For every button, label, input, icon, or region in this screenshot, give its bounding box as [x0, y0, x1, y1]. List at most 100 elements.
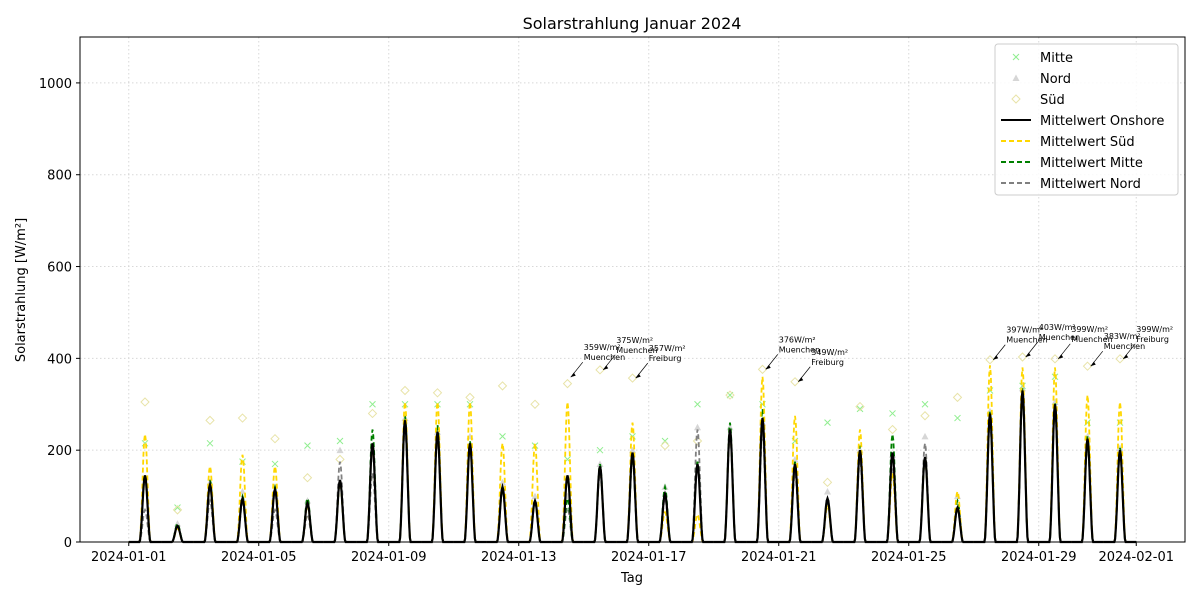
annotation-value: 376W/m²: [779, 335, 816, 344]
line-segment: [681, 429, 714, 543]
legend: Mitte Nord Süd Mittelwert Onshore Mittelwert…: [994, 43, 1179, 196]
scatter-point: [1116, 444, 1124, 451]
scatter-point: [889, 410, 896, 417]
line-segment: [453, 443, 487, 544]
line-segment: [778, 472, 812, 543]
annotation-value: 403W/m²: [1039, 323, 1076, 332]
line-segment: [1103, 452, 1137, 543]
scatter-point: [757, 364, 768, 375]
line-segment: [1103, 447, 1137, 543]
line-segment: [356, 472, 389, 543]
line-segment: [323, 482, 357, 543]
line-segment: [1071, 395, 1104, 543]
line-segment: [681, 463, 714, 544]
scatter-point: [237, 413, 248, 423]
annotation-value: 349W/m²: [811, 348, 848, 357]
line-segment: [486, 482, 519, 544]
line-segment: [908, 456, 942, 544]
scatter-point: [726, 423, 734, 431]
scatter-point: [694, 423, 701, 431]
line-segment: [291, 500, 324, 544]
line-segment: [551, 505, 584, 543]
arrow-head: [1025, 352, 1031, 357]
line-segment: [193, 480, 227, 544]
annotation-place: Freiburg: [649, 354, 682, 363]
chart-title: Solarstrahlung Januar 2024: [523, 14, 742, 33]
line-segment: [908, 456, 942, 543]
line-segment: [323, 461, 357, 543]
x-tick-label: 2024-01-09: [351, 550, 427, 565]
arrow-head: [993, 355, 999, 360]
annotation-place: Muenchen: [584, 353, 625, 362]
scatter-point: [562, 378, 573, 389]
line-segment: [1038, 408, 1072, 543]
scatter-point: [595, 365, 605, 375]
annotation-value: 357W/m²: [649, 344, 686, 353]
line-segment: [421, 438, 454, 543]
legend-label: Mitte: [1040, 51, 1073, 66]
line-segment: [648, 483, 682, 543]
legend-marker: [1012, 53, 1020, 61]
line-segment: [453, 440, 487, 543]
line-segment: [518, 498, 552, 543]
line-segment: [1103, 450, 1137, 544]
scatter-point: [530, 399, 540, 409]
scatter-point: [141, 439, 149, 447]
annotation-place: Freiburg: [811, 358, 844, 367]
scatter-point: [499, 433, 506, 440]
scatter-point: [660, 440, 670, 451]
line-segment: [746, 431, 779, 543]
scatter-point: [336, 446, 344, 454]
scatter-point: [596, 446, 604, 454]
line-segment: [876, 468, 909, 543]
arrow-head: [1123, 354, 1129, 359]
scatter-point: [271, 460, 279, 468]
scatter-point: [531, 492, 539, 500]
scatter-point: [921, 400, 929, 408]
legend-label: Mittelwert Mitte: [1040, 156, 1143, 171]
scatter-point: [692, 436, 703, 446]
scatter-point: [824, 419, 831, 426]
scatter-point: [239, 458, 246, 466]
line-segment: [128, 507, 162, 543]
legend-box: [994, 43, 1179, 196]
line-segment: [486, 483, 519, 543]
scatter-point: [725, 390, 735, 400]
line-segment: [291, 502, 324, 543]
annotation-value: 375W/m²: [616, 336, 653, 345]
scatter-point: [952, 392, 963, 403]
line-segment: [908, 456, 942, 543]
annotation-place: Muenchen: [1071, 335, 1112, 344]
scatter-point: [367, 408, 378, 419]
x-tick-label: 2024-02-01: [1098, 550, 1174, 565]
line-segment: [486, 485, 519, 543]
x-tick-label: 2024-01-05: [221, 550, 297, 565]
line-segment: [713, 429, 747, 543]
arrow-head: [1090, 361, 1096, 367]
line-segment: [616, 459, 649, 543]
line-segment: [616, 454, 649, 543]
scatter-point: [497, 381, 508, 391]
plot-frame: [79, 36, 1186, 543]
annotation-place: Muenchen: [1104, 342, 1145, 351]
line-segment: [973, 420, 1007, 543]
scatter-point: [205, 415, 215, 426]
line-segment: [1038, 401, 1072, 543]
annotation-value: 399W/m²: [1136, 325, 1173, 334]
line-segment: [1038, 404, 1072, 544]
line-segment: [1006, 388, 1039, 543]
arrow-head: [570, 372, 576, 378]
line-segment: [551, 495, 584, 543]
scatter-point: [855, 401, 865, 412]
line-segment: [616, 452, 649, 544]
annotation-place: Muenchen: [1006, 336, 1047, 345]
line-segment: [876, 452, 909, 544]
scatter-point: [1017, 352, 1028, 362]
annotation-place: Muenchen: [1039, 333, 1080, 342]
line-segment: [583, 472, 617, 543]
scatter-point: [627, 373, 638, 383]
line-segment: [193, 498, 227, 543]
line-segment: [421, 431, 454, 544]
scatter-point: [304, 442, 311, 449]
